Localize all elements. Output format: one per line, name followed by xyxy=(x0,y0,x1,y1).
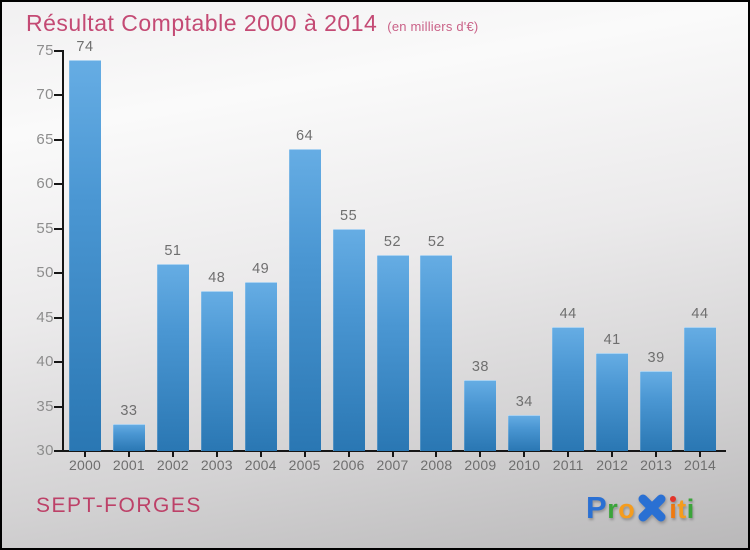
y-axis-tick-label: 70 xyxy=(36,86,54,104)
x-axis-tick xyxy=(171,452,174,457)
bar-2001 xyxy=(112,424,145,451)
y-axis-tick xyxy=(54,94,64,97)
x-axis-tick-label: 2014 xyxy=(684,457,716,473)
chart-title-text: Résultat Comptable 2000 à 2014 xyxy=(26,10,378,36)
x-axis-tick xyxy=(655,452,658,457)
y-axis-tick xyxy=(54,272,64,275)
logo-i-dot xyxy=(670,496,677,502)
y-axis-tick-label: 60 xyxy=(36,175,54,193)
y-axis-tick xyxy=(54,450,64,452)
entity-label: SEPT-FORGES xyxy=(36,494,202,517)
y-axis-tick-label: 65 xyxy=(36,130,54,148)
bar-value-label: 49 xyxy=(252,261,270,278)
bar-value-label: 33 xyxy=(120,403,138,420)
x-axis-tick-label: 2006 xyxy=(332,457,365,473)
x-axis-tick xyxy=(391,452,394,457)
bar-2004 xyxy=(244,282,277,451)
x-axis-tick-label: 2013 xyxy=(640,457,673,473)
x-axis-tick xyxy=(347,452,350,457)
bar-2007 xyxy=(376,255,409,451)
logo-letter-i: i xyxy=(686,494,695,524)
y-axis-tick-label: 75 xyxy=(36,42,54,59)
y-axis-tick xyxy=(54,227,64,230)
x-axis-tick-label: 2012 xyxy=(596,457,629,473)
x-axis-tick-label: 2001 xyxy=(112,457,145,473)
x-axis-tick-label: 2009 xyxy=(464,457,497,473)
x-axis-tick xyxy=(435,452,438,457)
x-axis-tick xyxy=(127,452,130,457)
bar-2013 xyxy=(640,371,673,451)
bar-value-label: 34 xyxy=(515,394,533,411)
bar-2005 xyxy=(288,148,321,451)
x-axis-tick-label: 2003 xyxy=(200,457,233,473)
bar-value-label: 52 xyxy=(383,234,402,251)
x-axis-tick xyxy=(259,452,262,457)
x-axis-tick-label: 2011 xyxy=(552,457,584,473)
bar-2008 xyxy=(420,255,453,451)
x-axis-tick-label: 2010 xyxy=(508,457,541,473)
bar-2012 xyxy=(596,353,629,451)
bar-2014 xyxy=(684,326,716,451)
bar-value-label: 55 xyxy=(340,207,358,224)
y-axis-line xyxy=(62,51,64,452)
bar-2009 xyxy=(464,379,497,451)
x-axis-tick xyxy=(567,452,570,457)
y-axis-tick-label: 45 xyxy=(36,308,54,326)
logo-letter-t: t xyxy=(677,494,687,524)
logo-letter-i: ı xyxy=(669,494,678,524)
bar-value-label: 44 xyxy=(691,305,709,322)
y-axis-tick-label: 40 xyxy=(36,353,54,371)
y-axis-tick-label: 30 xyxy=(36,442,54,459)
bar-value-label: 48 xyxy=(208,270,226,286)
y-axis-tick xyxy=(54,361,64,364)
bar-value-label: 39 xyxy=(647,350,665,366)
x-axis-tick-label: 2008 xyxy=(420,457,453,473)
bar-2010 xyxy=(508,415,541,451)
logo-x-mark-icon xyxy=(638,494,666,522)
bar-2006 xyxy=(332,228,365,451)
bar-value-label: 38 xyxy=(471,358,489,375)
bar-value-label: 74 xyxy=(76,38,94,55)
bar-value-label: 52 xyxy=(427,234,445,251)
x-axis-tick-label: 2004 xyxy=(244,457,277,473)
x-axis-tick xyxy=(84,452,86,457)
bar-value-label: 44 xyxy=(559,305,577,322)
chart-unit-note: (en milliers d'€) xyxy=(387,19,479,34)
bar-value-label: 51 xyxy=(164,243,182,260)
bar-2002 xyxy=(156,264,189,451)
logo-letter-P: P xyxy=(586,490,608,525)
bar-2003 xyxy=(200,291,233,451)
x-axis-tick xyxy=(611,452,614,457)
bar-2000 xyxy=(69,59,101,451)
x-axis-tick-label: 2002 xyxy=(156,457,189,473)
y-axis-tick xyxy=(54,316,64,319)
x-axis-tick xyxy=(523,452,526,457)
x-axis-tick xyxy=(699,452,701,457)
bar-value-label: 41 xyxy=(603,332,621,349)
y-axis-tick xyxy=(54,50,64,52)
y-axis-tick-label: 50 xyxy=(36,264,54,282)
y-axis-tick-label: 55 xyxy=(36,219,54,237)
chart-title: Résultat Comptable 2000 à 2014 (en millie… xyxy=(26,10,478,37)
x-axis-tick xyxy=(215,452,218,457)
y-axis-tick xyxy=(54,405,64,408)
y-axis-tick xyxy=(54,138,64,141)
x-axis-tick-label: 2005 xyxy=(288,457,321,473)
x-axis-tick xyxy=(303,452,306,457)
y-axis-tick xyxy=(54,183,64,186)
x-axis-tick-label: 2007 xyxy=(376,457,409,473)
y-axis-tick-label: 35 xyxy=(36,397,54,415)
bar-2011 xyxy=(552,326,585,451)
logo-letter-o: o xyxy=(618,494,636,524)
x-axis-line xyxy=(62,450,726,452)
x-axis-tick-label: 2000 xyxy=(69,457,101,473)
x-axis-tick xyxy=(479,452,482,457)
bar-value-label: 64 xyxy=(296,127,314,144)
logo-letter-r: r xyxy=(607,494,619,524)
